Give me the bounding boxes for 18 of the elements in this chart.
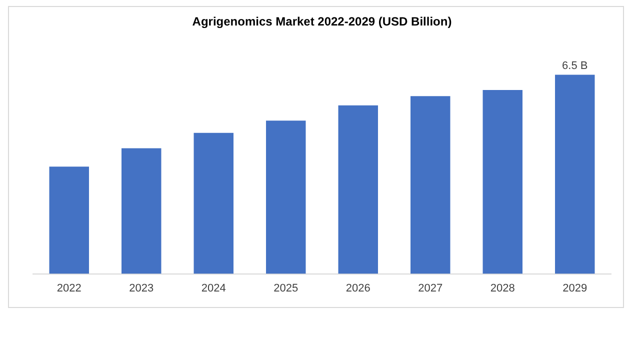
- chart-title: Agrigenomics Market 2022-2029 (USD Billion): [192, 14, 452, 29]
- bar: [482, 90, 522, 274]
- bar: [49, 166, 89, 274]
- bar: [194, 132, 234, 274]
- x-tick-label: 2024: [201, 282, 226, 294]
- x-tick-label: 2023: [129, 282, 154, 294]
- x-tick-label: 2029: [562, 282, 588, 294]
- bar: [410, 96, 450, 274]
- x-tick-label: 2022: [56, 282, 82, 294]
- data-label: 6.5 B: [562, 60, 588, 72]
- bar: [266, 120, 306, 274]
- x-tick-label: 2028: [490, 282, 515, 294]
- x-tick-label: 2025: [274, 282, 298, 294]
- x-tick-label: 2026: [346, 282, 370, 294]
- bar: [555, 74, 595, 274]
- x-tick-label: 2027: [418, 282, 443, 294]
- bar: [122, 148, 162, 274]
- bar: [338, 105, 378, 274]
